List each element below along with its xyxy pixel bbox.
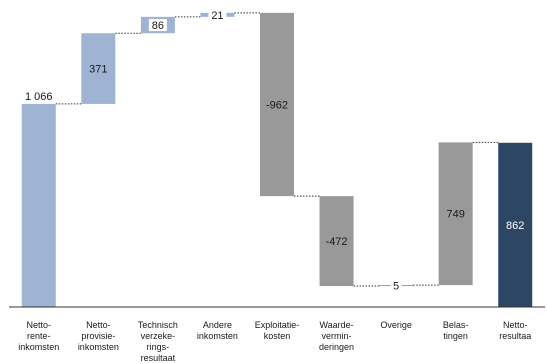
bar-6: [319, 196, 354, 287]
bars: [21, 12, 533, 307]
category-label-2: Netto-provisie-inkomsten: [78, 320, 119, 352]
category-labels: Netto-rente-inkomstenNetto-provisie-inko…: [18, 320, 531, 363]
value-label-1: 1 066: [25, 91, 53, 103]
category-label-line: Netto-: [503, 320, 528, 330]
category-label-line: verzeke-: [141, 331, 176, 341]
category-label-line: resultaat: [141, 353, 176, 363]
category-label-line: Netto-: [86, 320, 111, 330]
category-label-5: Exploitatie-kosten: [255, 320, 300, 341]
category-label-4: Andere inkomsten: [197, 320, 238, 341]
category-label-line: provisie-: [81, 331, 115, 341]
bar-1: [21, 103, 56, 307]
category-label-line: rente-: [27, 331, 51, 341]
value-label-bg-3: [148, 19, 167, 32]
value-label-3: 86: [152, 20, 164, 32]
category-label-line: tingen: [443, 331, 468, 341]
category-label-9: Netto-resultaa: [499, 320, 531, 341]
bar-9: [498, 142, 533, 307]
value-label-9: 862: [506, 220, 524, 232]
category-label-line: Waarde-: [319, 320, 353, 330]
category-label-line: deringen: [319, 342, 354, 352]
category-label-line: Andere: [203, 320, 232, 330]
value-label-bg-7: [390, 279, 402, 292]
category-label-line: Technisch: [138, 320, 178, 330]
category-label-line: Belas-: [443, 320, 469, 330]
category-label-line: Overige: [380, 320, 412, 330]
value-label-6: -472: [326, 236, 348, 248]
category-label-8: Belas-tingen: [443, 320, 469, 341]
category-label-line: Netto-: [27, 320, 52, 330]
value-labels: 1 066 371 86 21 -962 -472 5 749 862: [25, 8, 524, 293]
value-label-bg-4: [208, 8, 227, 21]
bar-2: [81, 33, 116, 104]
category-label-line: resultaa: [499, 331, 531, 341]
value-label-7: 5: [393, 281, 399, 293]
category-label-line: Exploitatie-: [255, 320, 300, 330]
connector-lines: [55, 12, 499, 287]
value-label-4: 21: [211, 10, 223, 22]
category-label-line: vermin-: [322, 331, 352, 341]
category-label-6: Waarde-vermin-deringen: [319, 320, 354, 352]
value-label-5: -962: [266, 99, 288, 111]
value-label-8: 749: [446, 209, 464, 221]
value-label-2: 371: [89, 64, 107, 76]
category-label-3: Technisch verzeke-rings-resultaat: [138, 320, 178, 363]
category-label-7: Overige: [380, 320, 412, 330]
bar-8: [438, 142, 473, 286]
category-label-line: inkomsten: [18, 342, 59, 352]
category-label-1: Netto-rente-inkomsten: [18, 320, 59, 352]
category-label-line: inkomsten: [78, 342, 119, 352]
bar-5: [260, 12, 294, 197]
category-label-line: rings-: [147, 342, 170, 352]
category-label-line: kosten: [264, 331, 291, 341]
category-label-line: inkomsten: [197, 331, 238, 341]
